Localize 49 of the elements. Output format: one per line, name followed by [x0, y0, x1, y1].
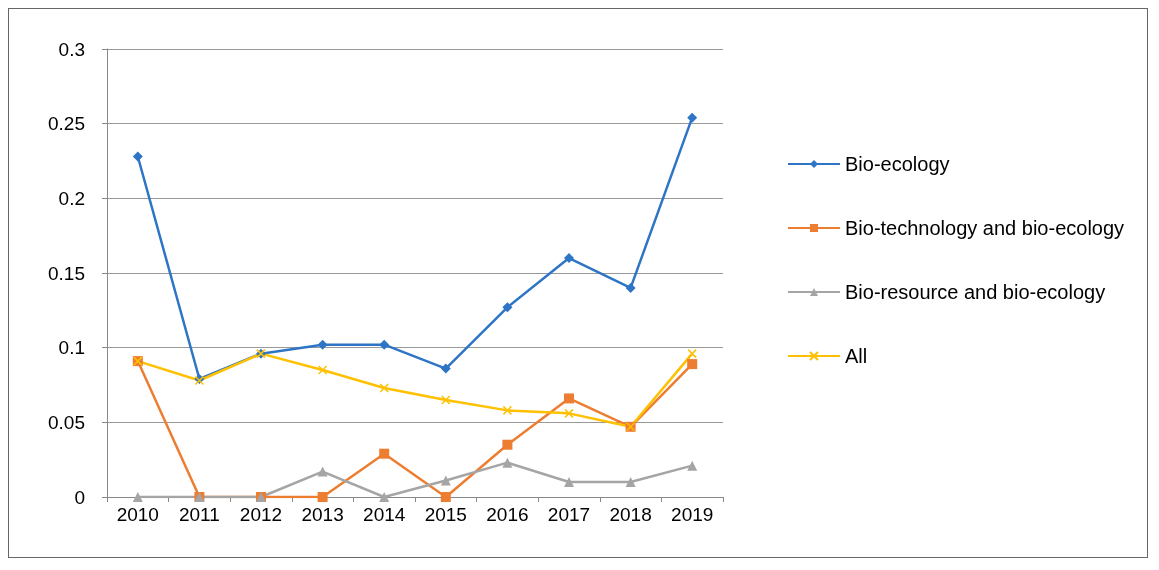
- x-tick-label: 2017: [547, 504, 591, 525]
- point: [687, 348, 697, 359]
- y-tick-label: 0: [74, 486, 85, 508]
- legend-label: Bio-ecology: [845, 153, 950, 175]
- y-tick-label: 0.05: [48, 411, 85, 433]
- point: [564, 253, 574, 264]
- point: [379, 492, 390, 502]
- point: [502, 439, 513, 450]
- x-tick-label: 2014: [363, 504, 406, 525]
- point: [379, 383, 389, 393]
- point: [379, 339, 390, 350]
- point: [625, 477, 636, 488]
- point: [625, 282, 636, 293]
- point: [132, 151, 143, 162]
- x-tick-label: 2012: [239, 504, 283, 525]
- x-tick-label: 2015: [424, 504, 467, 525]
- point: [440, 363, 451, 374]
- point: [687, 359, 698, 370]
- point: [564, 393, 574, 404]
- legend-label: Bio-resource and bio-ecology: [845, 281, 1106, 303]
- point: [317, 466, 328, 477]
- point: [317, 339, 328, 350]
- point: [687, 112, 698, 123]
- y-tick-label: 0.2: [58, 187, 85, 209]
- x-tick-label: 2018: [609, 504, 652, 525]
- legend-label: Bio-technology and bio-ecology: [845, 217, 1125, 239]
- y-tick-label: 0.3: [58, 38, 85, 60]
- x-tick-label: 2019: [671, 504, 714, 525]
- point: [440, 492, 451, 502]
- x-tick-label: 2010: [116, 504, 159, 525]
- point: [379, 448, 390, 459]
- point: [441, 395, 451, 405]
- point: [317, 492, 328, 502]
- y-tick-label: 0.25: [48, 113, 85, 135]
- x-tick-label: 2013: [301, 504, 344, 525]
- point: [440, 475, 451, 486]
- y-tick-label: 0.1: [58, 337, 85, 359]
- point: [502, 302, 513, 313]
- point: [564, 477, 574, 488]
- y-tick-label: 0.15: [48, 262, 85, 284]
- point: [687, 460, 698, 471]
- point: [317, 365, 328, 375]
- point: [132, 492, 143, 502]
- point: [502, 405, 513, 416]
- point: [502, 457, 513, 468]
- point: [564, 408, 574, 419]
- legend-label: All: [845, 345, 868, 367]
- x-tick-label: 2016: [486, 504, 529, 525]
- x-tick-label: 2011: [178, 504, 220, 525]
